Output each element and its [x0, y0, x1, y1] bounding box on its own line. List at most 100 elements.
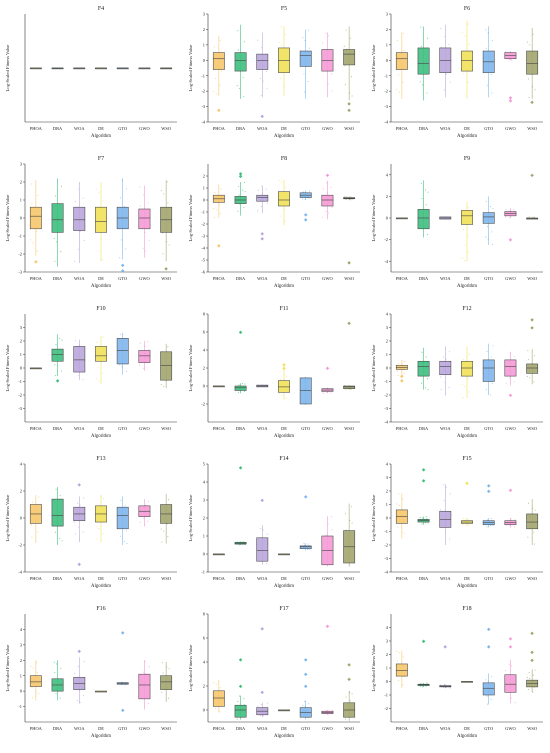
sample-point [449, 687, 451, 689]
y-tick-label: 2 [203, 366, 205, 371]
outlier: ◆ [261, 236, 265, 241]
sample-point [422, 686, 424, 688]
sample-point [30, 183, 32, 185]
sample-point [326, 182, 328, 184]
sample-point [486, 350, 488, 352]
sample-point [244, 190, 246, 192]
sample-point [511, 665, 513, 667]
y-tick-label: 2 [20, 489, 22, 494]
x-tick-label: GTO [484, 426, 493, 431]
sample-point [349, 37, 351, 39]
sample-point [161, 662, 164, 664]
y-tick-label: -5 [201, 258, 205, 263]
sample-point [489, 206, 492, 208]
y-axis-label: Log-Scaled Fitness Value [5, 45, 10, 92]
y-tick-label: 3 [20, 642, 23, 647]
box-body [482, 212, 495, 224]
sample-point [326, 391, 328, 393]
sample-point [213, 46, 215, 48]
sample-point [351, 693, 353, 695]
y-tick-label: 2 [20, 180, 22, 185]
box-body [29, 206, 42, 230]
outlier: ◆ [530, 172, 534, 177]
x-tick-label: DRA [53, 126, 63, 131]
sample-point [221, 71, 223, 73]
box-phoa [29, 660, 42, 701]
x-tick-label: GTO [301, 426, 310, 431]
box-dra [51, 660, 64, 701]
x-tick-label: DRA [419, 576, 429, 581]
sample-point [402, 32, 404, 34]
sample-point [513, 208, 515, 210]
x-tick-label: WSO [527, 726, 537, 731]
sample-point [464, 35, 466, 37]
outlier: ◆ [121, 630, 125, 635]
sample-point [139, 205, 141, 207]
outlier: ◆ [347, 107, 351, 112]
y-axis-label: Log-Scaled Fitness Value [188, 495, 193, 542]
sample-point [219, 204, 221, 206]
y-tick-label: 4 [386, 312, 389, 317]
sample-point [237, 700, 239, 702]
y-tick-label: 1 [386, 666, 388, 671]
sample-point [167, 536, 169, 538]
sample-point [491, 383, 493, 385]
sample-point [489, 394, 492, 396]
chart-panel: F14 -1 0 1 2 3 4 5 Log-Scaled Fitness Value PHOA D… [183, 452, 366, 602]
sample-point [55, 488, 57, 490]
sample-point [426, 37, 428, 39]
sample-point [468, 391, 470, 393]
y-tick-label: 4 [203, 660, 206, 665]
x-tick-label: GTO [118, 576, 127, 581]
sample-point [461, 383, 463, 385]
sample-point [308, 190, 310, 192]
x-tick-label: DRA [236, 576, 246, 581]
sample-point [302, 705, 304, 707]
sample-point [32, 501, 34, 503]
sample-point [485, 236, 487, 238]
x-tick-label: DRA [419, 276, 429, 281]
sample-point [527, 78, 530, 80]
box-phoa [212, 553, 225, 556]
x-tick-label: GWO [139, 576, 150, 581]
y-tick-label: 0 [386, 516, 389, 521]
outlier: ◆ [239, 657, 243, 662]
sample-point [79, 504, 81, 506]
x-axis-label: Algorithm [274, 434, 294, 439]
box-phoa [212, 680, 225, 713]
sample-point [331, 90, 333, 92]
sample-point [443, 683, 445, 685]
y-axis-label: Log-Scaled Fitness Value [188, 645, 193, 692]
outlier: ◆ [530, 100, 534, 105]
outlier: ◆ [282, 366, 286, 371]
outlier: ◆ [487, 489, 491, 494]
box-body [160, 675, 173, 690]
y-tick-label: 8 [203, 312, 206, 317]
sample-point [509, 217, 511, 219]
sample-point [167, 346, 169, 348]
y-tick-label: 0 [386, 366, 389, 371]
y-tick-label: -6 [201, 270, 205, 275]
x-axis-label: Algorithm [274, 284, 294, 289]
sample-point [145, 250, 147, 252]
box-de [461, 201, 473, 262]
outlier: ◆ [56, 378, 60, 383]
outlier: ◆ [509, 95, 513, 100]
sample-point [440, 46, 442, 48]
sample-point [148, 500, 150, 502]
y-tick-label: 1 [20, 673, 22, 678]
sample-point [327, 83, 329, 85]
y-axis-label: Log-Scaled Fitness Value [371, 45, 376, 92]
sample-point [526, 41, 528, 43]
sample-point [285, 375, 288, 377]
y-tick-label: -3 [18, 406, 22, 411]
y-tick-label: 2 [203, 516, 205, 521]
sample-point [243, 96, 245, 98]
x-tick-label: DE [464, 126, 470, 131]
sample-point [398, 680, 400, 682]
box-de: ◆ [461, 481, 473, 527]
x-tick-label: DE [464, 726, 470, 731]
sample-point [214, 191, 216, 194]
sample-point [427, 389, 429, 391]
sample-point [119, 535, 121, 537]
